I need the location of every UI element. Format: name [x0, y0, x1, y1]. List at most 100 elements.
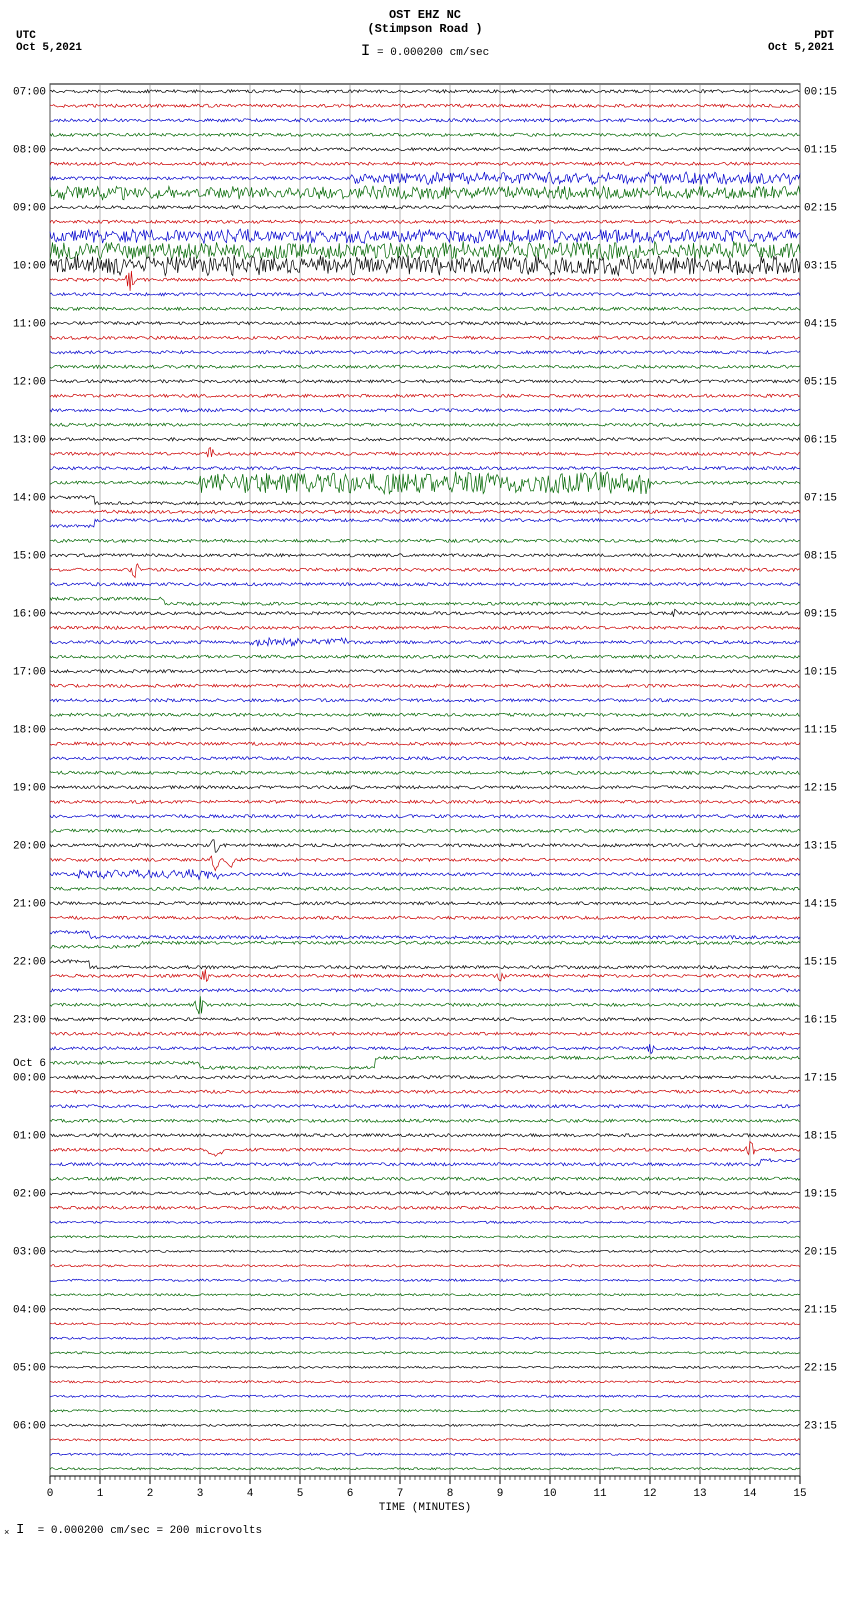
trace-row: [50, 1308, 800, 1310]
time-label: 05:15: [804, 376, 837, 388]
trace-row: [50, 960, 800, 969]
trace-row: [50, 1439, 800, 1441]
time-label: 16:00: [13, 608, 46, 620]
time-label: 02:15: [804, 202, 837, 214]
time-label: 10:00: [13, 260, 46, 272]
trace-row: [50, 1453, 800, 1455]
time-label: 04:15: [804, 318, 837, 330]
time-label: 02:00: [13, 1188, 46, 1200]
trace-row: [50, 815, 800, 818]
header: OST EHZ NC (Stimpson Road ) I = 0.000200…: [0, 0, 850, 78]
trace-row: [50, 220, 800, 223]
trace-row: [50, 771, 800, 774]
time-label: 11:00: [13, 318, 46, 330]
trace-row: [50, 1056, 800, 1069]
time-label: 04:00: [13, 1304, 46, 1316]
station-title-2: (Stimpson Road ): [0, 22, 850, 36]
trace-row: [50, 887, 800, 890]
trace-row: [50, 1018, 800, 1021]
trace-row: [50, 829, 800, 832]
trace-row: [50, 1424, 800, 1426]
trace-row: [50, 1044, 800, 1054]
xaxis-tick-label: 1: [97, 1488, 104, 1500]
time-label: 01:00: [13, 1130, 46, 1142]
trace-row: [50, 969, 800, 981]
trace-row: [50, 496, 800, 505]
trace-row: [50, 104, 800, 107]
time-label: 08:15: [804, 550, 837, 562]
time-label: 16:15: [804, 1014, 837, 1026]
time-label: 20:00: [13, 840, 46, 852]
xaxis-tick-label: 14: [743, 1488, 757, 1500]
trace-row: [50, 757, 800, 760]
time-label: 03:15: [804, 260, 837, 272]
tz-left: UTC Oct 5,2021: [16, 30, 82, 54]
plot-area: 07:0008:0009:0010:0011:0012:0013:0014:00…: [0, 78, 850, 1516]
time-label: 21:15: [804, 1304, 837, 1316]
tz-left-date: Oct 5,2021: [16, 42, 82, 54]
xaxis-tick-label: 15: [793, 1488, 806, 1500]
helicorder-plot: 07:0008:0009:0010:0011:0012:0013:0014:00…: [0, 78, 850, 1516]
trace-row: [50, 255, 800, 275]
trace-row: [50, 1250, 800, 1252]
trace-row: [50, 229, 800, 244]
trace-row: [50, 380, 800, 383]
trace-row: [50, 1090, 800, 1093]
time-label: 01:15: [804, 144, 837, 156]
trace-row: [50, 119, 800, 122]
station-title-1: OST EHZ NC: [0, 8, 850, 22]
trace-row: [50, 1265, 800, 1267]
trace-row: [50, 1142, 800, 1157]
trace-row: [50, 1279, 800, 1281]
trace-row: [50, 1076, 800, 1079]
trace-row: [50, 186, 800, 200]
trace-row: [50, 467, 800, 470]
footer: × I = 0.000200 cm/sec = 200 microvolts: [0, 1516, 850, 1548]
tz-right: PDT Oct 5,2021: [768, 30, 834, 54]
time-label: 22:00: [13, 956, 46, 968]
trace-row: [50, 1236, 800, 1238]
trace-row: [50, 684, 800, 687]
trace-row: [50, 742, 800, 745]
trace-row: [50, 172, 800, 185]
time-label: 17:00: [13, 666, 46, 678]
trace-row: [50, 133, 800, 136]
time-label: 14:15: [804, 898, 837, 910]
trace-row: [50, 670, 800, 673]
time-label: 12:00: [13, 376, 46, 388]
trace-row: [50, 423, 800, 426]
trace-row: [50, 713, 800, 716]
trace-row: [50, 655, 800, 658]
xaxis-tick-label: 10: [543, 1488, 556, 1500]
trace-row: [50, 583, 800, 586]
scale-line: I = 0.000200 cm/sec: [0, 42, 850, 60]
scale-text: = 0.000200 cm/sec: [377, 47, 489, 59]
xaxis-tick-label: 11: [593, 1488, 607, 1500]
trace-row: [50, 1192, 800, 1195]
time-label: 00:00: [13, 1072, 46, 1084]
trace-row: [50, 728, 800, 731]
trace-row: [50, 241, 800, 260]
time-label: 09:00: [13, 202, 46, 214]
trace-row: [50, 1366, 800, 1368]
trace-row: [50, 869, 800, 879]
xaxis-tick-label: 2: [147, 1488, 154, 1500]
xaxis-tick-label: 9: [497, 1488, 504, 1500]
trace-row: [50, 699, 800, 702]
trace-row: [50, 931, 800, 939]
time-label: 19:00: [13, 782, 46, 794]
trace-row: [50, 1395, 800, 1397]
time-label: 11:15: [804, 724, 837, 736]
trace-row: [50, 365, 800, 368]
trace-row: [50, 394, 800, 397]
trace-row: [50, 564, 800, 578]
time-label: 06:15: [804, 434, 837, 446]
time-label: 20:15: [804, 1246, 837, 1258]
trace-row: [50, 148, 800, 151]
trace-row: [50, 786, 800, 789]
trace-row: [50, 1105, 800, 1108]
trace-row: [50, 206, 800, 209]
time-label: Oct 6: [13, 1058, 46, 1070]
xaxis-tick-label: 12: [643, 1488, 656, 1500]
trace-row: [50, 1221, 800, 1223]
